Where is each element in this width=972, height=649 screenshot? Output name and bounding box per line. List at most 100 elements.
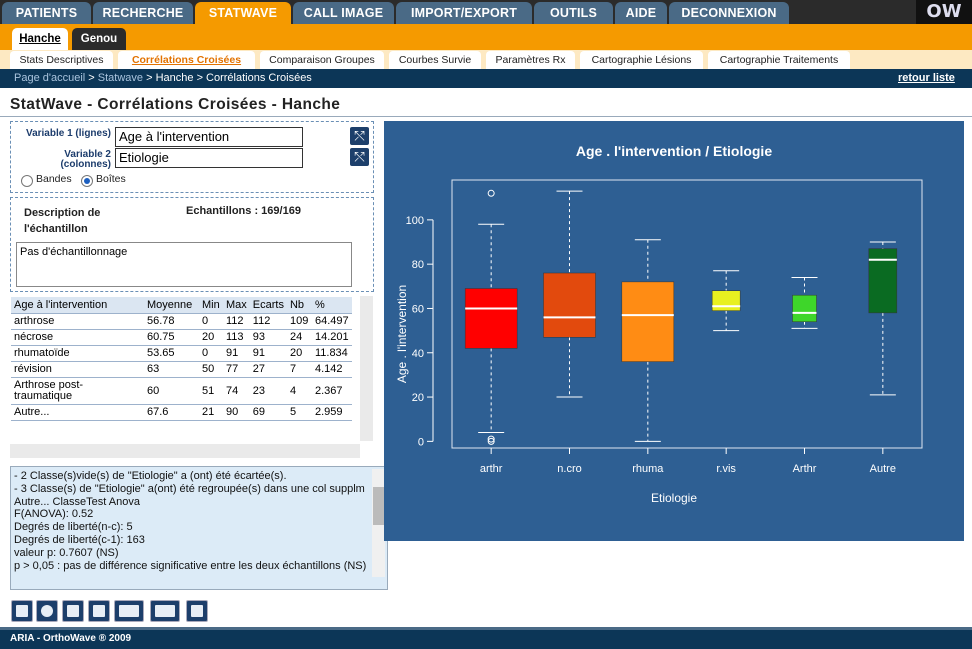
- variable2-sublabel: (colonnes): [60, 159, 111, 170]
- table-cell: Arthrose post-traumatique: [11, 377, 144, 405]
- table-cell: 91: [223, 345, 250, 362]
- x-axis-label: Etiologie: [651, 491, 697, 505]
- breadcrumb-separator: >: [146, 72, 153, 84]
- box-rhuma: [621, 281, 675, 362]
- table-row[interactable]: arthrose 56.78 0 112 112 109 64.497: [11, 313, 352, 330]
- table-cell: 112: [249, 313, 287, 330]
- description-title-line1: Description de: [24, 207, 101, 219]
- table-row[interactable]: révision 63 50 77 27 7 4.142: [11, 361, 352, 378]
- print-icon[interactable]: [186, 600, 208, 622]
- analysis-output[interactable]: - 2 Classe(s)vide(s) de "Etiologie" a (o…: [10, 466, 388, 590]
- module-tabs: Stats Descriptives Corrélations Croisées…: [0, 50, 972, 69]
- table-export-icon[interactable]: [114, 600, 144, 622]
- y-axis-label: Age . l'intervention: [395, 285, 409, 383]
- table-row[interactable]: nécrose 60.75 20 113 93 24 14.201: [11, 329, 352, 346]
- tab-import-export[interactable]: IMPORT/EXPORT: [396, 2, 532, 24]
- module-correlations-croisees[interactable]: Corrélations Croisées: [118, 51, 255, 69]
- swap-variable2-icon[interactable]: ⤲: [350, 148, 369, 166]
- table-cell: 4.142: [311, 361, 352, 378]
- tab-call-image[interactable]: CALL IMAGE: [293, 2, 394, 24]
- radio-boites[interactable]: [81, 175, 93, 187]
- module-parametres-rx[interactable]: Paramètres Rx: [486, 51, 575, 69]
- output-scroll-thumb[interactable]: [373, 487, 384, 525]
- table-header: %: [311, 297, 352, 314]
- copy-icon[interactable]: [62, 600, 84, 622]
- tab-patients[interactable]: PATIENTS: [2, 2, 91, 24]
- table-cell: 0: [199, 313, 223, 330]
- table-row[interactable]: Arthrose post-traumatique 60 51 74 23 4 2.367: [11, 377, 352, 405]
- table-cell: 56.78: [144, 313, 199, 330]
- subtab-hanche[interactable]: Hanche: [12, 28, 68, 50]
- breadcrumb-separator: >: [88, 72, 95, 84]
- module-stats-descriptives[interactable]: Stats Descriptives: [10, 51, 113, 69]
- stats-table-container: Age à l'intervention Moyenne Min Max Eca…: [10, 296, 373, 458]
- table-cell: 2.367: [311, 377, 352, 405]
- table-horizontal-scrollbar[interactable]: [10, 444, 360, 458]
- table-header: Nb: [286, 297, 312, 314]
- table-cell: 14.201: [311, 329, 352, 346]
- table-cell: 63: [144, 361, 199, 378]
- table-cell: 7: [286, 361, 312, 378]
- table-cell: 5: [286, 404, 312, 421]
- swap-variable1-icon[interactable]: ⤲: [350, 127, 369, 145]
- y-tick-label: 100: [406, 215, 424, 227]
- radio-bandes[interactable]: [21, 175, 33, 187]
- table-cell: 67.6: [144, 404, 199, 421]
- table-cell: rhumatoïde: [11, 345, 144, 362]
- output-line: Degrés de liberté(c-1): 163: [14, 533, 145, 546]
- table-cell: 20: [286, 345, 312, 362]
- variable1-field[interactable]: Age à l'intervention: [115, 127, 303, 147]
- table-cell: 93: [249, 329, 287, 346]
- y-tick-label: 80: [412, 259, 424, 271]
- page-title: StatWave - Corrélations Croisées - Hanch…: [10, 96, 341, 113]
- module-comparaison-groupes[interactable]: Comparaison Groupes: [260, 51, 384, 69]
- breadcrumb-home-link[interactable]: Page d'accueil: [14, 72, 86, 84]
- table-cell: 11.834: [311, 345, 352, 362]
- output-line: p > 0,05 : pas de différence significati…: [14, 559, 367, 572]
- table-vertical-scrollbar[interactable]: [360, 296, 373, 441]
- bar-chart-icon[interactable]: [11, 600, 33, 622]
- breadcrumb-statwave-link[interactable]: Statwave: [97, 72, 144, 84]
- output-scrollbar[interactable]: [372, 469, 385, 577]
- radio-boites-label: Boîtes: [96, 173, 126, 185]
- tab-deconnexion[interactable]: DECONNEXION: [669, 2, 789, 24]
- variable2-field[interactable]: Etiologie: [115, 148, 303, 168]
- refresh-icon[interactable]: [36, 600, 58, 622]
- table-cell: 53.65: [144, 345, 199, 362]
- table-cell: 27: [249, 361, 287, 378]
- box-r.vis: [711, 290, 741, 311]
- output-line: Degrés de liberté(n-c): 5: [14, 521, 133, 534]
- box-arthr: [464, 288, 518, 349]
- x-tick-label: arthr: [480, 463, 503, 475]
- back-to-list-link[interactable]: retour liste: [898, 72, 955, 84]
- tab-outils[interactable]: OUTILS: [534, 2, 613, 24]
- table-cell: 74: [223, 377, 250, 405]
- table-row[interactable]: rhumatoïde 53.65 0 91 91 20 11.834: [11, 345, 352, 362]
- table-row[interactable]: Autre... 67.6 21 90 69 5 2.959: [11, 404, 352, 421]
- y-tick-label: 0: [418, 436, 424, 448]
- clipboard-icon[interactable]: [88, 600, 110, 622]
- module-courbes-survie[interactable]: Courbes Survie: [389, 51, 481, 69]
- tab-recherche[interactable]: RECHERCHE: [93, 2, 193, 24]
- table-cell: 113: [223, 329, 250, 346]
- variable2-label: Variable 2: [64, 149, 111, 160]
- module-cartographie-traitements[interactable]: Cartographie Traitements: [708, 51, 850, 69]
- output-line: valeur p: 0.7607 (NS): [14, 546, 119, 559]
- table-cell: 0: [199, 345, 223, 362]
- chart-export-icon[interactable]: [150, 600, 180, 622]
- description-title: Description de l'échantillon: [24, 205, 100, 237]
- subtab-genou[interactable]: Genou: [72, 28, 126, 50]
- main-nav: PATIENTS RECHERCHE STATWAVE CALL IMAGE I…: [0, 0, 972, 24]
- tab-aide[interactable]: AIDE: [615, 2, 667, 24]
- module-cartographie-lesions[interactable]: Cartographie Lésions: [580, 51, 703, 69]
- sampling-textarea[interactable]: Pas d'échantillonnage: [16, 242, 352, 287]
- breadcrumb: Page d'accueil > Statwave > Hanche > Cor…: [0, 69, 972, 88]
- table-cell: 20: [199, 329, 223, 346]
- breadcrumb-current: Hanche > Corrélations Croisées: [155, 72, 312, 84]
- stats-table: Age à l'intervention Moyenne Min Max Eca…: [11, 297, 352, 421]
- x-tick-label: n.cro: [557, 463, 581, 475]
- variable1-label: Variable 1 (lignes): [25, 128, 111, 139]
- boxplot-svg: Age . l'intervention / Etiologie 0 20 40 60…: [395, 143, 923, 505]
- samples-count: Echantillons : 169/169: [186, 205, 301, 217]
- tab-statwave[interactable]: STATWAVE: [195, 2, 291, 24]
